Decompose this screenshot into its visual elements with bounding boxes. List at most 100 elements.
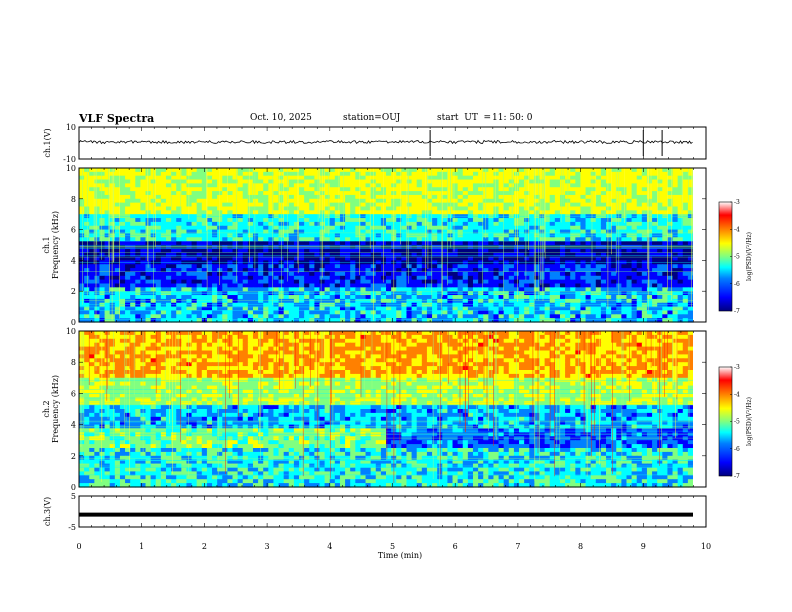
spectrogram-cell <box>426 187 433 192</box>
spectrogram-cell <box>457 168 464 173</box>
spectrogram-cell <box>165 248 172 254</box>
spectrogram-cell <box>652 241 658 246</box>
spectrogram-cell <box>232 229 239 235</box>
spectrogram-cell <box>677 218 684 223</box>
spectrogram-cell <box>263 210 269 215</box>
spectrogram-cell <box>687 248 694 254</box>
spectrogram-cell <box>488 191 495 196</box>
spectrogram-cell <box>621 245 628 250</box>
spectrogram-cell <box>227 206 234 211</box>
spectrogram-cell <box>636 194 643 200</box>
spectrogram-cell <box>324 302 331 308</box>
spectrogram-cell <box>600 187 607 192</box>
spectrogram-cell <box>687 202 694 208</box>
spectrogram-cell <box>411 187 418 192</box>
spectrogram-cell <box>590 218 597 223</box>
spectrogram-cell <box>119 191 126 196</box>
spectrogram-cell <box>636 202 643 208</box>
spectrogram-cell <box>247 245 254 250</box>
spectrogram-cell <box>406 241 413 246</box>
spectrogram-cell <box>452 279 459 285</box>
spectrogram-cell <box>621 233 628 238</box>
spectrogram-cell <box>334 256 341 261</box>
spectrogram-cell <box>375 241 382 246</box>
spectrogram-cell <box>329 298 336 304</box>
spectrogram-cell <box>242 256 249 261</box>
spectrogram-cell <box>467 248 474 254</box>
spectrogram-cell <box>273 210 280 215</box>
spectrogram-cell <box>549 194 556 200</box>
spectrogram-cell <box>437 252 443 258</box>
spectrogram-cell <box>626 314 633 319</box>
spectrogram-cell <box>89 237 95 242</box>
spectrogram-cell <box>314 295 321 300</box>
spectrogram-cell <box>386 229 392 235</box>
spectrogram-cell <box>242 218 249 223</box>
spectrogram-cell <box>457 171 464 177</box>
spectrogram-cell <box>483 206 489 211</box>
spectrogram-cell <box>283 295 290 300</box>
spectrogram-cell <box>437 264 443 269</box>
spectrogram-cell <box>283 245 290 250</box>
spectrogram-cell <box>580 245 587 250</box>
spectrogram-cell <box>212 171 218 177</box>
spectrogram-cell <box>94 310 101 315</box>
spectrogram-cell <box>498 233 505 238</box>
spectrogram-cell <box>442 225 448 231</box>
spectrogram-cell <box>268 210 275 215</box>
spectrogram-cell <box>513 271 520 277</box>
spectrogram-cell <box>575 171 582 177</box>
spectrogram-cell <box>657 256 663 261</box>
spectrogram-cell <box>631 295 638 300</box>
spectrogram-cell <box>467 183 474 188</box>
spectrogram-cell <box>462 206 469 211</box>
spectrogram-cell <box>626 210 633 215</box>
spectrogram-cell <box>442 168 448 173</box>
spectrogram-cell <box>595 245 602 250</box>
spectrogram-cell <box>196 233 203 238</box>
spectrogram-cell <box>652 198 658 204</box>
spectrogram-cell <box>421 187 428 192</box>
spectrogram-cell <box>488 225 495 231</box>
spectrogram-cell <box>232 171 239 177</box>
spectrogram-cell <box>314 264 321 269</box>
spectrogram-cell <box>483 241 489 246</box>
spectrogram-cell <box>519 245 525 250</box>
spectrogram-cell <box>334 179 341 184</box>
spectrogram-cell <box>314 314 321 319</box>
spectrogram-cell <box>478 241 484 246</box>
spectrogram-cell <box>247 331 254 336</box>
spectrogram-cell <box>258 225 264 231</box>
spectrogram-cell <box>406 210 413 215</box>
spectrogram-cell <box>447 287 454 292</box>
spectrogram-cell <box>621 264 628 269</box>
spectrogram-cell <box>570 175 576 181</box>
spectrogram-cell <box>411 245 418 250</box>
spectrogram-cell <box>524 175 530 181</box>
spectrogram-cell <box>493 256 500 261</box>
spectrogram-cell <box>493 179 500 184</box>
spectrogram-cell <box>176 310 182 315</box>
spectrogram-cell <box>252 310 259 315</box>
spectrogram-cell <box>687 233 694 238</box>
spectrogram-cell <box>493 210 500 215</box>
spectrogram-cell <box>232 271 239 277</box>
spectrogram-cell <box>165 283 172 288</box>
spectrogram-cell <box>334 210 341 215</box>
spectrogram-cell <box>329 241 336 246</box>
spectrogram-cell <box>411 175 418 181</box>
spectrogram-cell <box>416 256 423 261</box>
spectrogram-cell <box>652 202 658 208</box>
spectrogram-cell <box>406 229 413 235</box>
spectrogram-cell <box>176 198 182 204</box>
spectrogram-cell <box>191 233 198 238</box>
spectrogram-cell <box>206 295 213 300</box>
spectrogram-cell <box>616 175 622 181</box>
spectrogram-cell <box>360 179 367 184</box>
spectrogram-cell <box>283 210 290 215</box>
spectrogram-cell <box>529 256 535 261</box>
spectrogram-cell <box>201 268 208 273</box>
spectrogram-cell <box>334 237 341 242</box>
spectrogram-cell <box>206 264 213 269</box>
spectrogram-cell <box>437 183 443 188</box>
